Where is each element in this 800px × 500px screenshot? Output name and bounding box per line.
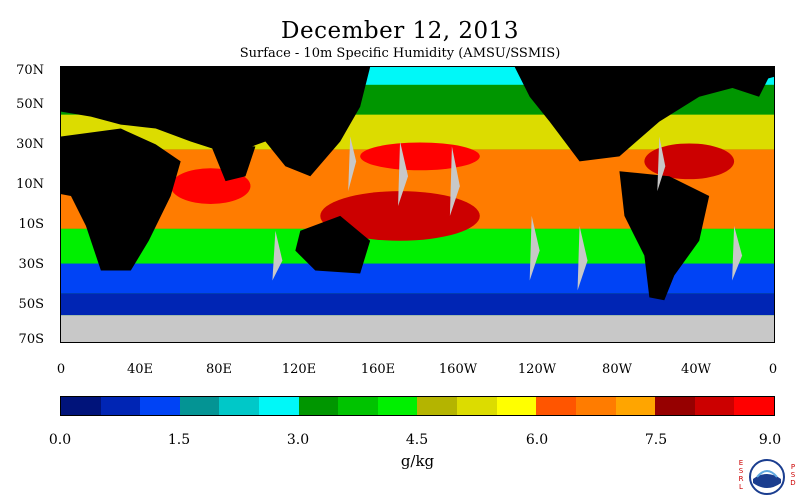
colorbar-tick-2: 3.0 [286, 432, 310, 448]
swath-gap-6 [732, 225, 743, 281]
swath-gap-1 [348, 136, 357, 192]
swath-gap-4 [529, 215, 540, 281]
lat-label-30n: 30N [16, 137, 44, 152]
lon-label-0: 0 [56, 362, 66, 377]
lon-label-160e: 160E [360, 362, 396, 377]
map-subtitle: Surface - 10m Specific Humidity (AMSU/SS… [239, 46, 561, 61]
colorbar-cell [575, 397, 616, 415]
lon-label-40e: 40E [126, 362, 154, 377]
lon-label-160w: 160W [438, 362, 478, 377]
swath-gap-3 [449, 146, 460, 216]
colorbar-cell [457, 397, 497, 415]
colorbar-cell [377, 397, 418, 415]
landmasses [61, 67, 774, 301]
swath-gap-5 [577, 225, 588, 291]
humidity-map [60, 66, 775, 343]
colorbar-cell [100, 397, 141, 415]
colorbar-tick-6: 9.0 [758, 432, 782, 448]
swath-gap-7 [657, 136, 666, 192]
colorbar [60, 396, 775, 416]
colorbar-cell [179, 397, 220, 415]
noaa-emblem-icon [749, 459, 785, 495]
lat-label-10n: 10N [16, 177, 44, 192]
colorbar-tick-1: 1.5 [167, 432, 191, 448]
lat-label-70s: 70S [18, 332, 44, 347]
moist-patch-atlantic [644, 143, 735, 180]
colorbar-cell [219, 397, 260, 415]
india-landmass [210, 144, 256, 182]
colorbar-cell [417, 397, 458, 415]
colorbar-tick-5: 7.5 [644, 432, 668, 448]
lon-label-120e: 120E [281, 362, 317, 377]
north-america-landmass [514, 67, 774, 162]
colorbar-cell [298, 397, 339, 415]
colorbar-cell [655, 397, 695, 415]
lat-label-70n: 70N [16, 63, 44, 78]
moist-patch-north-pacific [360, 142, 480, 171]
swath-gap-2 [398, 141, 409, 206]
lon-label-0-east: 0 [768, 362, 778, 377]
colorbar-cell [615, 397, 656, 415]
colorbar-cell [496, 397, 537, 415]
antarctic-band [61, 315, 774, 342]
greenland-landmass [709, 67, 774, 97]
map-title: December 12, 2013 [281, 18, 519, 44]
colorbar-tick-3: 4.5 [405, 432, 429, 448]
colorbar-tick-0: 0.0 [48, 432, 72, 448]
africa-landmass [61, 128, 181, 271]
lat-label-30s: 30S [18, 257, 44, 272]
south-america-landmass [619, 171, 710, 301]
colorbar-cell [140, 397, 180, 415]
lon-label-40w: 40W [681, 362, 711, 377]
colorbar-cell [338, 397, 378, 415]
australia-landmass [295, 215, 371, 274]
swath-gaps [272, 136, 743, 291]
colorbar-cell [259, 397, 299, 415]
colorbar-cell [536, 397, 576, 415]
lat-label-10s: 10S [18, 217, 44, 232]
colorbar-units: g/kg [400, 452, 435, 470]
moist-patch-west-pacific [320, 191, 480, 241]
colorbar-cell [61, 397, 101, 415]
lat-label-50s: 50S [18, 297, 44, 312]
colorbar-tick-4: 6.0 [525, 432, 549, 448]
swath-gap-8 [272, 230, 283, 281]
lon-label-80w: 80W [602, 362, 632, 377]
colorbar-cell [694, 397, 735, 415]
lon-label-120w: 120W [517, 362, 557, 377]
eurasia-landmass [61, 67, 371, 177]
lat-label-50n: 50N [16, 97, 44, 112]
lon-label-80e: 80E [205, 362, 233, 377]
colorbar-cell [734, 397, 774, 415]
southern-ocean-band [61, 293, 774, 316]
